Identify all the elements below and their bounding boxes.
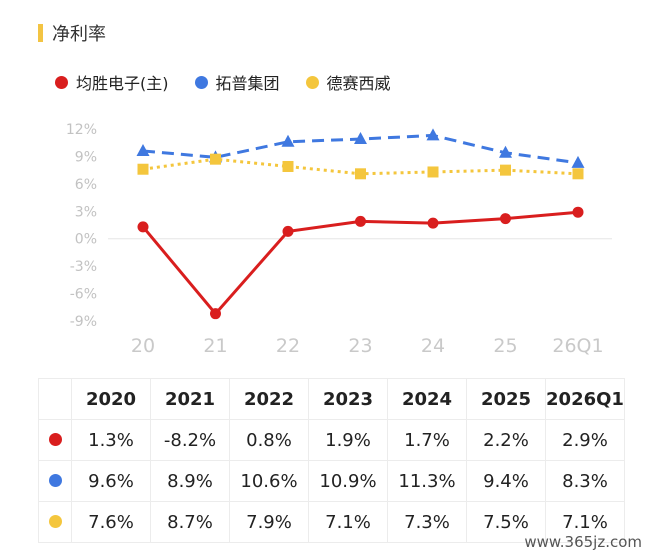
table-cell: 0.8% [229,419,309,461]
table-corner [38,378,72,420]
y-tick-label: -6% [70,287,97,303]
table-cell: 7.1% [545,501,625,543]
data-point [282,160,294,172]
data-point [281,134,295,147]
table-header: 2024 [387,378,467,420]
data-point [500,213,511,225]
data-point [572,168,584,180]
legend-label-0: 均胜电子(主) [76,74,169,93]
table-cell: 7.5% [466,501,546,543]
data-point [355,168,366,180]
title-accent-bar [38,24,43,42]
table-header: 2023 [308,378,388,420]
y-tick-label: 0% [75,232,97,248]
data-point [572,206,584,218]
legend-label-2: 德赛西威 [326,74,391,93]
table-header: 2026Q1 [545,378,625,420]
data-point [499,145,512,158]
table-cell: 10.9% [308,460,388,502]
row-dot-cell [38,501,72,543]
data-point [136,143,150,156]
x-tick-label: 25 [493,335,517,357]
row-dot-1 [48,473,62,487]
y-tick-label: 12% [66,122,97,138]
table-cell: 7.3% [387,501,467,543]
y-tick-label: 9% [75,149,97,165]
table-cell: 1.7% [387,419,467,461]
data-point [500,164,511,176]
table-header-row: 2020 2021 2022 2023 2024 2025 2026Q1 [38,378,625,420]
table-cell: 11.3% [387,460,467,502]
y-tick-label: 3% [75,204,97,220]
data-table: 2020 2021 2022 2023 2024 2025 2026Q1 1.3… [38,378,625,543]
table-cell: 2.2% [466,419,546,461]
table-cell: 8.9% [150,460,230,502]
line-chart: 12% 9% 6% 3% 0% -3% -6% -9% 20 21 22 23 24 25 26Q1 [66,122,612,357]
table-cell: 9.4% [466,460,546,502]
series-line-0 [141,210,579,316]
data-point [282,225,294,237]
x-tick-label: 20 [131,335,155,357]
table-cell: 7.1% [308,501,388,543]
legend-item-1: 拓普集团 [194,70,280,94]
table-row: 9.6% 8.9% 10.6% 10.9% 11.3% 9.4% 8.3% [38,460,625,502]
table-row: 7.6% 8.7% 7.9% 7.1% 7.3% 7.5% 7.1% [38,501,625,543]
row-dot-0 [48,432,62,446]
row-dot-cell [38,419,72,461]
x-tick-label: 24 [421,335,445,357]
table-row: 1.3% -8.2% 0.8% 1.9% 1.7% 2.2% 2.9% [38,419,625,461]
x-tick-label: 22 [276,335,300,357]
data-point [355,215,366,227]
legend-dot-0 [55,75,68,89]
data-point [210,308,221,320]
legend-item-2: 德赛西威 [305,70,391,94]
table-cell: 2.9% [545,419,625,461]
x-tick-label: 26Q1 [552,335,603,357]
table-cell: -8.2% [150,419,230,461]
data-point [427,166,439,178]
y-tick-label: -9% [70,314,97,330]
table-header: 2022 [229,378,309,420]
row-dot-cell [38,460,72,502]
legend: 均胜电子(主) 拓普集团 德赛西威 [55,70,391,94]
table-cell: 8.3% [545,460,625,502]
y-tick-label: -3% [70,259,97,275]
data-point [426,128,440,141]
data-point [137,163,149,175]
x-tick-label: 23 [348,335,372,357]
x-tick-label: 21 [203,335,227,357]
legend-item-0: 均胜电子(主) [55,70,169,94]
legend-dot-1 [194,75,208,89]
table-cell: 10.6% [229,460,309,502]
table-header: 2025 [466,378,546,420]
table-cell: 9.6% [71,460,151,502]
table-cell: 1.3% [71,419,151,461]
legend-label-1: 拓普集团 [215,74,280,93]
y-tick-label: 6% [75,177,97,193]
table-cell: 7.6% [71,501,151,543]
table-cell: 7.9% [229,501,309,543]
watermark: www.365jz.com [524,533,642,551]
table-header: 2020 [71,378,151,420]
data-point [137,221,149,233]
data-point [427,217,439,229]
table-cell: 8.7% [150,501,230,543]
data-point [210,153,221,165]
chart-title: 净利率 [52,24,106,45]
legend-dot-2 [305,75,319,89]
table-header: 2021 [150,378,230,420]
table-cell: 1.9% [308,419,388,461]
data-point [354,132,367,145]
row-dot-2 [48,514,62,528]
data-point [571,155,585,168]
